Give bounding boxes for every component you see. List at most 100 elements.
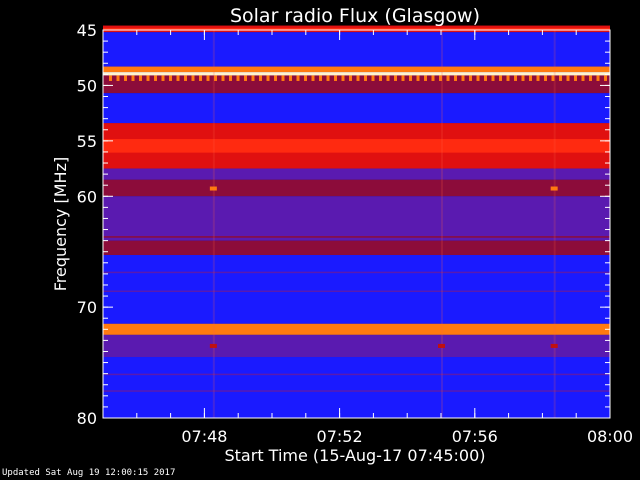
spike-mark [131, 75, 135, 81]
spike-mark [206, 75, 210, 81]
y-tick-label: 50 [77, 76, 97, 95]
detail-line-1 [103, 236, 610, 238]
spike-mark [146, 75, 150, 81]
spike-mark [296, 75, 300, 81]
spike-mark [236, 75, 240, 81]
spike-mark [281, 75, 285, 81]
spike-mark [589, 75, 592, 81]
update-timestamp: Updated Sat Aug 19 12:00:15 2017 [2, 468, 176, 478]
spike-mark [274, 75, 277, 81]
spike-mark [566, 75, 570, 81]
spike-mark [529, 75, 532, 81]
frequency-band-12 [103, 255, 610, 324]
burst-mark-0 [209, 186, 217, 191]
spike-mark [379, 75, 382, 81]
vertical-streak-2 [553, 30, 556, 418]
spike-mark [221, 75, 225, 81]
frequency-band-2 [103, 66, 610, 73]
burst-mark-3 [550, 343, 558, 348]
frequency-band-6 [103, 93, 610, 124]
spike-mark [499, 75, 502, 81]
spike-mark [424, 75, 427, 81]
detail-line-2 [103, 271, 610, 274]
frequency-band-3 [103, 72, 610, 76]
plot-area [103, 25, 610, 418]
spike-mark [176, 75, 180, 81]
frequency-band-core-0 [103, 27, 610, 30]
y-tick-label: 80 [77, 409, 97, 428]
spike-mark [154, 75, 157, 81]
x-axis-label: Start Time (15-Aug-17 07:45:00) [225, 446, 486, 465]
spike-mark [409, 75, 412, 81]
spike-mark [229, 75, 232, 81]
spike-mark [439, 75, 442, 81]
spike-mark [364, 75, 367, 81]
spike-mark [311, 75, 315, 81]
spike-mark [581, 75, 585, 81]
spike-mark [551, 75, 555, 81]
spike-mark [469, 75, 472, 81]
y-tick-label: 60 [77, 187, 97, 206]
spike-mark [199, 75, 202, 81]
spike-mark [484, 75, 487, 81]
spike-mark [574, 75, 577, 81]
frequency-band-8 [103, 168, 610, 180]
y-tick-label: 55 [77, 132, 97, 151]
y-axis-label: Frequency [MHz] [51, 157, 70, 291]
spike-mark [124, 75, 127, 81]
detail-line-5 [103, 390, 610, 392]
burst-mark-1 [550, 186, 558, 191]
spike-mark [326, 75, 330, 81]
spike-mark [251, 75, 255, 81]
spike-mark [341, 75, 345, 81]
plot-frame [102, 29, 611, 419]
spike-mark [596, 75, 600, 81]
spike-mark [266, 75, 270, 81]
spike-mark [461, 75, 465, 81]
spike-mark [536, 75, 540, 81]
frequency-band-13 [103, 323, 610, 335]
spike-mark [371, 75, 375, 81]
spike-mark [304, 75, 307, 81]
spike-mark [334, 75, 337, 81]
spike-mark [514, 75, 517, 81]
frequency-band-14 [103, 334, 610, 358]
spike-mark [506, 75, 510, 81]
frequency-band-core-7 [103, 139, 610, 153]
spike-mark [446, 75, 450, 81]
detail-line-3 [103, 290, 610, 293]
y-tick-label: 45 [77, 21, 97, 40]
spike-mark [139, 75, 142, 81]
axes: 45 50 55 60 70 80 07:48 07:52 07:56 08:00 [77, 21, 633, 446]
burst-mark-2 [209, 343, 217, 348]
x-tick-label: 08:00 [587, 427, 633, 446]
spike-mark [454, 75, 457, 81]
spike-mark [491, 75, 495, 81]
spike-mark [521, 75, 525, 81]
spike-mark [386, 75, 390, 81]
spike-mark [356, 75, 360, 81]
spike-mark [559, 75, 562, 81]
x-tick-label: 07:48 [181, 427, 227, 446]
frequency-band-9 [103, 179, 610, 197]
vertical-streak-0 [212, 30, 215, 418]
spike-mark [349, 75, 352, 81]
frequency-band-1 [103, 32, 610, 67]
detail-line-0 [103, 218, 610, 220]
spike-mark [604, 75, 607, 81]
detail-line-4 [103, 373, 610, 376]
spike-mark [476, 75, 480, 81]
spike-mark [161, 75, 165, 81]
spike-mark [431, 75, 435, 81]
spike-mark [116, 75, 120, 81]
spike-mark [191, 75, 195, 81]
vertical-streak-1 [441, 30, 443, 418]
chart-title: Solar radio Flux (Glasgow) [230, 5, 480, 27]
frequency-band-15 [103, 357, 610, 418]
spike-mark [544, 75, 547, 81]
spike-mark [259, 75, 262, 81]
frequency-band-5 [103, 80, 610, 94]
spike-mark [184, 75, 187, 81]
spike-mark [394, 75, 397, 81]
spike-mark [319, 75, 322, 81]
